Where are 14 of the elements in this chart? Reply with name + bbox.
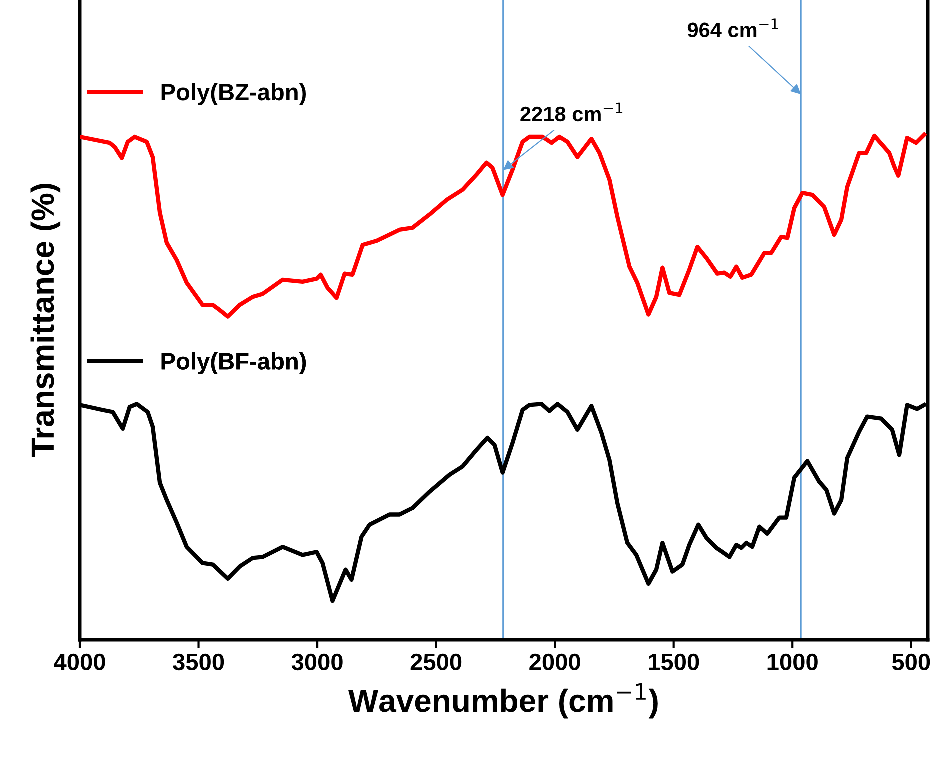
x-tick-label: 2000 (530, 654, 580, 671)
legend-label: Poly(BZ-abn) (162, 83, 306, 106)
ref-line-label: 2218 cm$^{−1}$ (520, 102, 623, 122)
ref-line-label: 964 cm$^{−1}$ (688, 18, 778, 38)
x-tick-label: 1500 (649, 654, 700, 671)
x-axis-title: Wavenumber (cm$^{−1}$) (348, 684, 658, 719)
x-tick-label: 4000 (54, 654, 106, 671)
x-tick-label: 2500 (410, 654, 462, 671)
x-tick-label: 3000 (292, 654, 343, 671)
legend-label: Poly(BF-abn) (162, 352, 306, 375)
x-tick-label: 1000 (768, 654, 818, 671)
y-axis-title: Transmittance (%) (30, 184, 61, 458)
x-tick-label: 500 (892, 654, 930, 671)
x-tick-label: 3500 (173, 654, 224, 671)
